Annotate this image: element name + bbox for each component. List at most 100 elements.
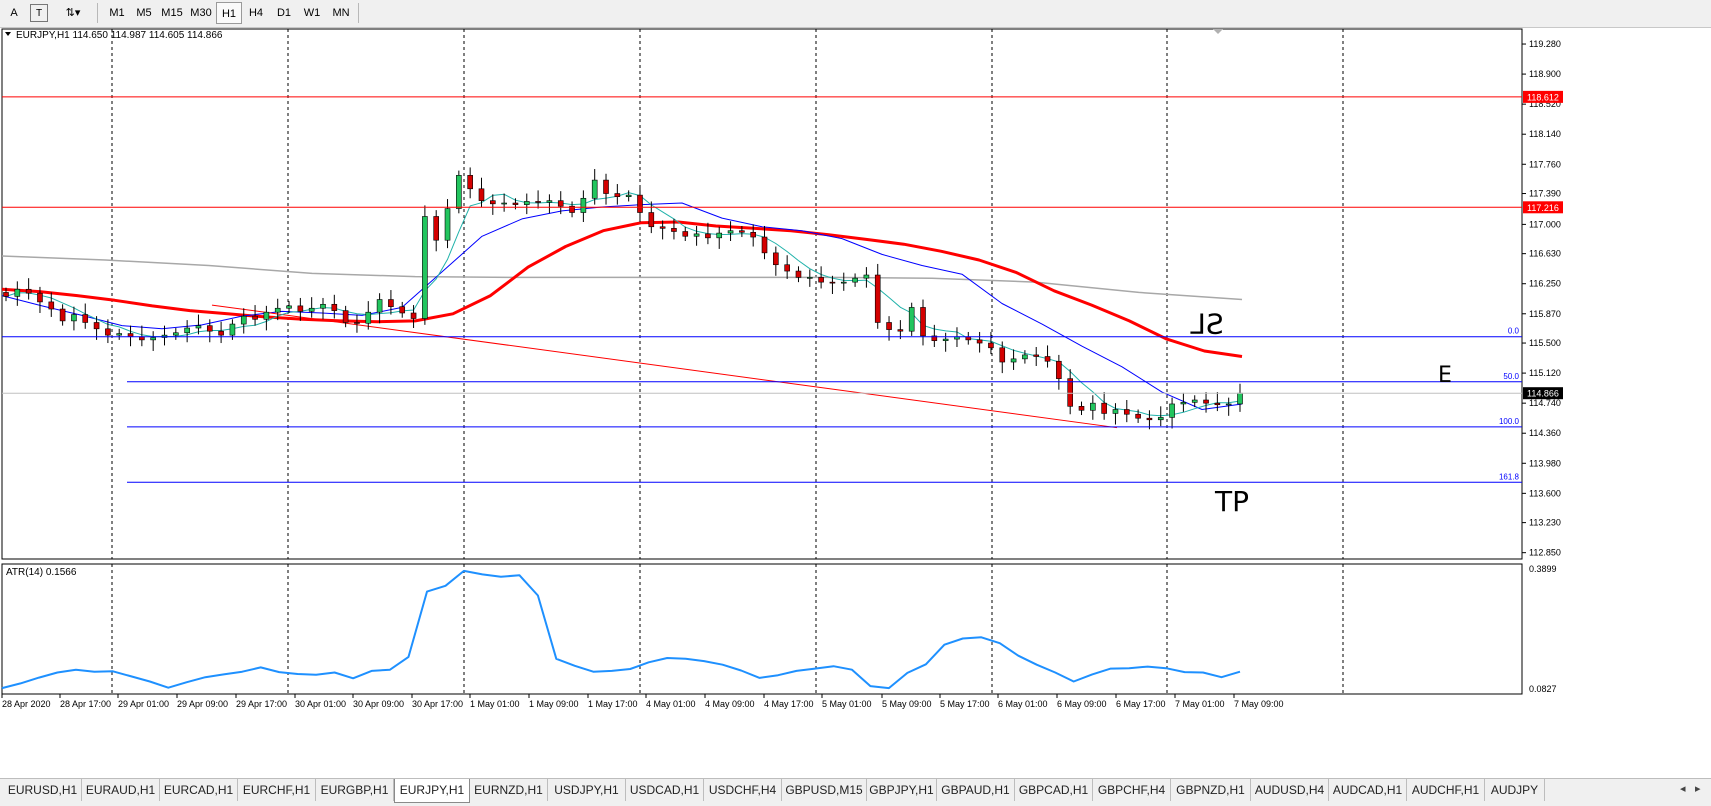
candle[interactable]: [422, 216, 428, 319]
candle[interactable]: [93, 322, 100, 330]
candle[interactable]: [795, 270, 802, 278]
tab-scroll-right-icon[interactable]: ▸: [1695, 783, 1701, 795]
candle[interactable]: [478, 188, 485, 201]
candle[interactable]: [761, 236, 768, 254]
arrows-tool-icon[interactable]: ⇅▾: [65, 7, 81, 19]
candle[interactable]: [739, 230, 745, 233]
candle[interactable]: [354, 322, 360, 324]
tab-eurgbp-h1[interactable]: EURGBP,H1: [316, 779, 394, 801]
chart-menu-triangle-icon[interactable]: [5, 32, 11, 36]
candle[interactable]: [240, 315, 247, 325]
candle[interactable]: [1033, 354, 1040, 357]
candle[interactable]: [218, 330, 224, 336]
candle[interactable]: [784, 264, 790, 272]
tab-gbpusd-m15[interactable]: GBPUSD,M15: [782, 779, 867, 801]
candle[interactable]: [320, 303, 326, 309]
candle[interactable]: [750, 231, 756, 238]
horizontal-lines[interactable]: 0.0 50.0 100.0 161.8 SL E TP: [2, 96, 1522, 518]
timeframe-mn[interactable]: MN: [332, 7, 350, 19]
candle[interactable]: [184, 327, 190, 334]
candle[interactable]: [557, 200, 564, 207]
candle[interactable]: [286, 305, 292, 309]
candle[interactable]: [931, 335, 938, 341]
candle[interactable]: [25, 288, 32, 294]
candle[interactable]: [1010, 358, 1017, 363]
candle[interactable]: [773, 252, 779, 266]
candle[interactable]: [150, 337, 156, 341]
tab-gbpaud-h1[interactable]: GBPAUD,H1: [937, 779, 1015, 801]
candle[interactable]: [852, 277, 858, 283]
candle[interactable]: [433, 216, 440, 241]
candle[interactable]: [342, 310, 349, 323]
tab-usdchf-h4[interactable]: USDCHF,H4: [704, 779, 782, 801]
candle[interactable]: [297, 305, 304, 312]
candle[interactable]: [614, 193, 621, 198]
tab-gbpcad-h1[interactable]: GBPCAD,H1: [1015, 779, 1093, 801]
candle[interactable]: [1044, 356, 1051, 362]
candle[interactable]: [71, 314, 77, 322]
timeframe-w1[interactable]: W1: [303, 7, 321, 19]
candle[interactable]: [195, 325, 202, 329]
timeframe-m15[interactable]: M15: [161, 7, 183, 19]
candle[interactable]: [840, 281, 847, 284]
candle[interactable]: [637, 194, 643, 213]
price-chart[interactable]: 0.0 50.0 100.0 161.8 SL E TP 119.280 118.900 118…: [0, 27, 1711, 778]
candle[interactable]: [546, 200, 553, 203]
candle[interactable]: [580, 197, 587, 213]
candle[interactable]: [48, 301, 55, 310]
trendline[interactable]: [211, 304, 1118, 429]
candle[interactable]: [252, 315, 258, 320]
tab-eurusd-h1[interactable]: EURUSD,H1: [4, 779, 82, 801]
candle[interactable]: [591, 179, 598, 199]
candle[interactable]: [3, 292, 9, 297]
candle[interactable]: [942, 338, 949, 341]
timeframe-h1[interactable]: H1: [216, 2, 242, 24]
candle[interactable]: [1180, 402, 1187, 405]
candle[interactable]: [263, 311, 270, 320]
tab-eurjpy-h1[interactable]: EURJPY,H1: [394, 779, 470, 803]
tab-usdcad-h1[interactable]: USDCAD,H1: [626, 779, 704, 801]
candle[interactable]: [444, 208, 451, 241]
candle[interactable]: [1214, 402, 1221, 406]
candle[interactable]: [410, 312, 417, 319]
tab-audcad-h1[interactable]: AUDCAD,H1: [1329, 779, 1407, 801]
tab-eurnzd-h1[interactable]: EURNZD,H1: [470, 779, 548, 801]
candle[interactable]: [1203, 399, 1209, 404]
tab-gbpjpy-h1[interactable]: GBPJPY,H1: [867, 779, 937, 801]
candle[interactable]: [874, 274, 881, 323]
tab-gbpnzd-h1[interactable]: GBPNZD,H1: [1171, 779, 1251, 801]
timeframe-d1[interactable]: D1: [276, 7, 292, 19]
candle[interactable]: [1135, 413, 1141, 419]
candle[interactable]: [501, 202, 507, 205]
tab-scroll-left-icon[interactable]: ◂: [1680, 783, 1686, 795]
text-tool-icon[interactable]: A: [10, 7, 18, 19]
tab-eurchf-h1[interactable]: EURCHF,H1: [238, 779, 316, 801]
candle[interactable]: [682, 231, 689, 237]
candle[interactable]: [14, 288, 21, 297]
tab-eurcad-h1[interactable]: EURCAD,H1: [160, 779, 238, 801]
candle[interactable]: [331, 303, 338, 311]
candle[interactable]: [59, 308, 66, 322]
tab-audjpy[interactable]: AUDJPY: [1485, 779, 1545, 801]
candle[interactable]: [693, 233, 700, 237]
candle[interactable]: [229, 323, 236, 336]
tab-euraud-h1[interactable]: EURAUD,H1: [82, 779, 160, 801]
candle[interactable]: [1225, 403, 1232, 406]
candle[interactable]: [1101, 402, 1107, 414]
candle[interactable]: [376, 299, 383, 313]
candle[interactable]: [671, 228, 677, 232]
candle[interactable]: [523, 201, 530, 205]
candle[interactable]: [1237, 392, 1243, 405]
candle[interactable]: [1146, 417, 1153, 421]
candle[interactable]: [1123, 409, 1130, 415]
candle[interactable]: [1169, 403, 1175, 418]
candle[interactable]: [648, 212, 655, 228]
candle[interactable]: [603, 179, 609, 194]
candle[interactable]: [625, 194, 632, 198]
candle[interactable]: [988, 342, 994, 349]
candle[interactable]: [173, 332, 179, 336]
candle[interactable]: [818, 277, 824, 283]
candle[interactable]: [908, 307, 915, 332]
candle[interactable]: [456, 175, 462, 209]
candle[interactable]: [105, 328, 111, 336]
